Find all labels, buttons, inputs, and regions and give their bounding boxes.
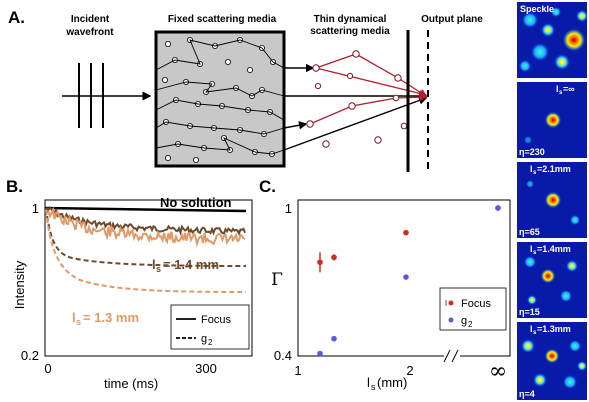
panel-b-legend: Focus g 2 [170, 304, 250, 350]
c-legend-g2-sub: 2 [468, 320, 473, 329]
panel-b-axes [44, 199, 253, 357]
d-tile-speckle-label: Speckle [520, 4, 554, 14]
c-axis-break-2 [451, 349, 459, 363]
d-tile4-top-sub: s [533, 330, 537, 336]
d-tile3-top-rest: =1.4mm [537, 244, 571, 254]
c-xtick-2: 2 [406, 363, 413, 378]
ls13-label: l s = 1.3 mm [72, 310, 139, 327]
incident-label-1: Incident [71, 14, 110, 25]
incident-label-2: wavefront [65, 27, 114, 38]
c-point-g2 [495, 205, 501, 211]
d-tile2-eta: η=65 [519, 227, 540, 237]
d-tile-speckle: Speckle [517, 2, 588, 78]
c-legend-g2-marker [448, 317, 454, 323]
output-rays-black [283, 63, 428, 151]
ls13-value: = 1.3 mm [83, 310, 139, 325]
d-tile-ls-13: l s =1.3mm η=4 [517, 322, 587, 400]
thin-media-label-2: scattering media [310, 26, 390, 37]
output-plane-label: Output plane [421, 14, 483, 25]
d-tile1-top: l [556, 84, 559, 94]
d-tile3-top-sub: s [533, 250, 537, 256]
scattering-paths [155, 39, 285, 155]
d-tile2-top-rest: =2.1mm [537, 164, 571, 174]
d-tile-ls-21: l s =2.1mm η=65 [517, 162, 587, 238]
d-tile1-top-rest: =∞ [563, 84, 575, 94]
c-ytick-04: 0.4 [274, 348, 292, 363]
panel-c-axes [297, 199, 511, 357]
b-legend-g2-sub: 2 [208, 338, 213, 347]
b-ylabel: Intensity [12, 260, 27, 309]
d-tile4-top: l [530, 324, 533, 334]
panel-c-letter: C. [259, 177, 276, 196]
d-tile4-top-rest: =1.3mm [537, 324, 571, 334]
c-xlabel-sub: s [371, 382, 376, 392]
c-legend-focus-marker [448, 300, 454, 306]
c-legend-g2: g [461, 315, 467, 327]
d-tile3-top: l [530, 244, 533, 254]
c-data-points [317, 205, 501, 357]
b-legend-g2: g [201, 333, 207, 345]
c-ytick-1: 1 [285, 201, 292, 216]
d-tile-ls-inf: l s =∞ η=230 [517, 82, 587, 158]
c-point-focus [317, 259, 323, 266]
c-xtick-inf: ∞ [489, 359, 507, 384]
dynamic-particles [306, 50, 408, 148]
ls14-sym: l [152, 257, 156, 272]
ls13-sub: s [76, 317, 81, 327]
fixed-media-label: Fixed scattering media [168, 14, 277, 25]
panel-b: B. 1 0.2 0 300 time (ms) Intensity No so… [6, 177, 253, 391]
c-point-g2 [403, 274, 409, 280]
ls14-sub: s [156, 264, 161, 274]
d-tile-ls-14: l s =1.4mm η=15 [517, 242, 587, 318]
b-xlabel: time (ms) [104, 376, 158, 391]
c-xlabel-unit: (mm) [377, 375, 407, 390]
b-ytick-02: 0.2 [21, 348, 39, 363]
c-point-g2 [317, 350, 323, 357]
c-point-focus [331, 254, 337, 261]
curve-g2-ls14 [45, 207, 247, 267]
c-xlabel-sym: l [367, 375, 370, 390]
c-axis-break-gap [444, 352, 460, 360]
b-legend-focus: Focus [201, 314, 231, 326]
c-xtick-1: 1 [294, 363, 301, 378]
curve-no-solution [44, 206, 247, 213]
thin-media-label-1: Thin dynamical [314, 14, 387, 25]
panel-a-letter: A. [8, 8, 25, 27]
curve-g2-ls13 [45, 209, 247, 293]
d-tile2-top: l [530, 164, 533, 174]
d-tile4-eta: η=4 [519, 389, 535, 399]
c-ylabel: Γ [271, 270, 283, 290]
no-solution-label: No solution [160, 195, 232, 210]
curve-focus-ls14 [45, 206, 246, 236]
curve-focus-ls13 [45, 206, 246, 248]
d-tile1-eta: η=230 [519, 147, 545, 157]
panel-b-letter: B. [6, 177, 23, 196]
b-xtick-300: 300 [195, 361, 217, 376]
panel-a: A. Incident wavefront Fixed scattering m… [8, 8, 483, 172]
panel-d: D. Speckle l s =∞ η=230 l s [516, 2, 588, 400]
ls13-sym: l [72, 310, 76, 325]
c-legend-focus: Focus [461, 298, 491, 310]
d-tile3-eta: η=15 [519, 307, 540, 317]
panel-c: C. 1 0.4 1 2 ∞ Γ l s (mm) Focus g 2 [259, 177, 511, 392]
d-tile1-top-sub: s [559, 90, 563, 96]
ls14-value: = 1.4 mm [163, 257, 219, 272]
c-point-g2 [331, 335, 337, 342]
c-axis-break-1 [443, 349, 451, 363]
c-xlabel: l s (mm) [367, 375, 407, 392]
d-tile2-top-sub: s [533, 170, 537, 176]
ls14-label: l s = 1.4 mm [152, 257, 219, 274]
b-xtick-0: 0 [44, 361, 51, 376]
b-ytick-1: 1 [32, 201, 39, 216]
panel-c-legend: Focus g 2 [439, 287, 507, 331]
c-point-focus [403, 229, 409, 236]
